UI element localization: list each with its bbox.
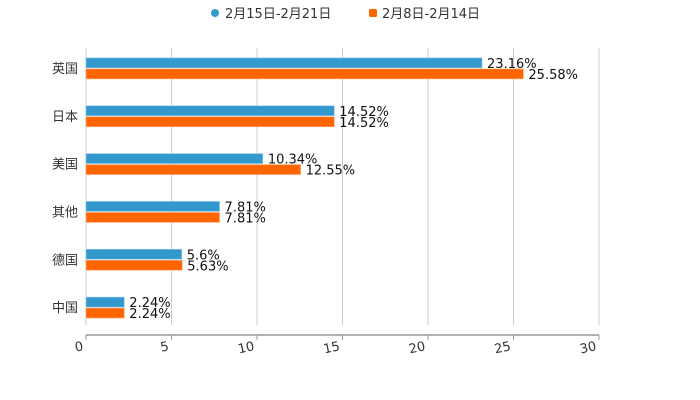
data-label-2: 7.81% xyxy=(225,211,266,226)
bar-2 xyxy=(85,212,220,223)
category-label: 美国 xyxy=(52,158,78,173)
x-axis: 0 5 10 15 20 25 30 xyxy=(74,334,600,357)
category-label: 德国 xyxy=(52,253,78,268)
data-label-1: 5.6% xyxy=(187,248,220,263)
legend-item-series-2[interactable]: 2月8日-2月14日 xyxy=(369,7,480,22)
bar-1 xyxy=(85,105,335,117)
category-label: 中国 xyxy=(52,301,78,316)
data-label-2: 5.63% xyxy=(187,259,228,274)
bar-1 xyxy=(85,248,183,260)
data-label-2: 12.55% xyxy=(306,164,356,179)
legend-label-series-1: 2月15日-2月21日 xyxy=(225,7,331,22)
x-tick-label: 5 xyxy=(159,339,170,355)
data-label-2: 2.24% xyxy=(129,307,170,322)
data-label-1: 14.52% xyxy=(339,105,389,120)
bar-1 xyxy=(85,57,483,69)
data-label-1: 7.81% xyxy=(225,200,266,215)
bar-2 xyxy=(85,116,335,128)
category-label: 英国 xyxy=(52,62,78,77)
x-tick-label: 25 xyxy=(493,339,512,357)
bar-1 xyxy=(85,153,264,164)
x-tick-label: 20 xyxy=(408,339,427,357)
data-label-2: 25.58% xyxy=(528,68,578,83)
legend-label-series-2: 2月8日-2月14日 xyxy=(382,7,480,22)
bar-1 xyxy=(85,201,220,212)
legend-item-series-1[interactable]: 2月15日-2月21日 xyxy=(211,7,331,22)
data-label-1: 2.24% xyxy=(129,296,170,311)
x-tick-label: 10 xyxy=(237,339,256,357)
bar-1 xyxy=(85,296,125,308)
data-label-1: 10.34% xyxy=(268,153,318,168)
category-label: 其他 xyxy=(52,205,78,220)
x-tick-label: 15 xyxy=(322,339,341,357)
x-tick-label: 0 xyxy=(74,339,85,355)
data-label-2: 14.52% xyxy=(339,116,389,131)
bar-2 xyxy=(85,307,125,319)
legend-marker-series-2 xyxy=(369,9,377,17)
gridlines xyxy=(85,48,600,325)
category-label: 日本 xyxy=(52,110,78,125)
bar-2 xyxy=(85,164,301,175)
x-tick-label: 30 xyxy=(579,339,598,357)
legend: 2月15日-2月21日 2月8日-2月14日 xyxy=(211,7,480,22)
bars: 23.16%25.58% 14.52%14.52% 10.34%12.55% 7.81… xyxy=(85,57,578,322)
bar-2 xyxy=(85,68,524,80)
data-label-1: 23.16% xyxy=(487,57,537,72)
legend-marker-series-1 xyxy=(211,9,219,17)
bar-2 xyxy=(85,259,183,271)
